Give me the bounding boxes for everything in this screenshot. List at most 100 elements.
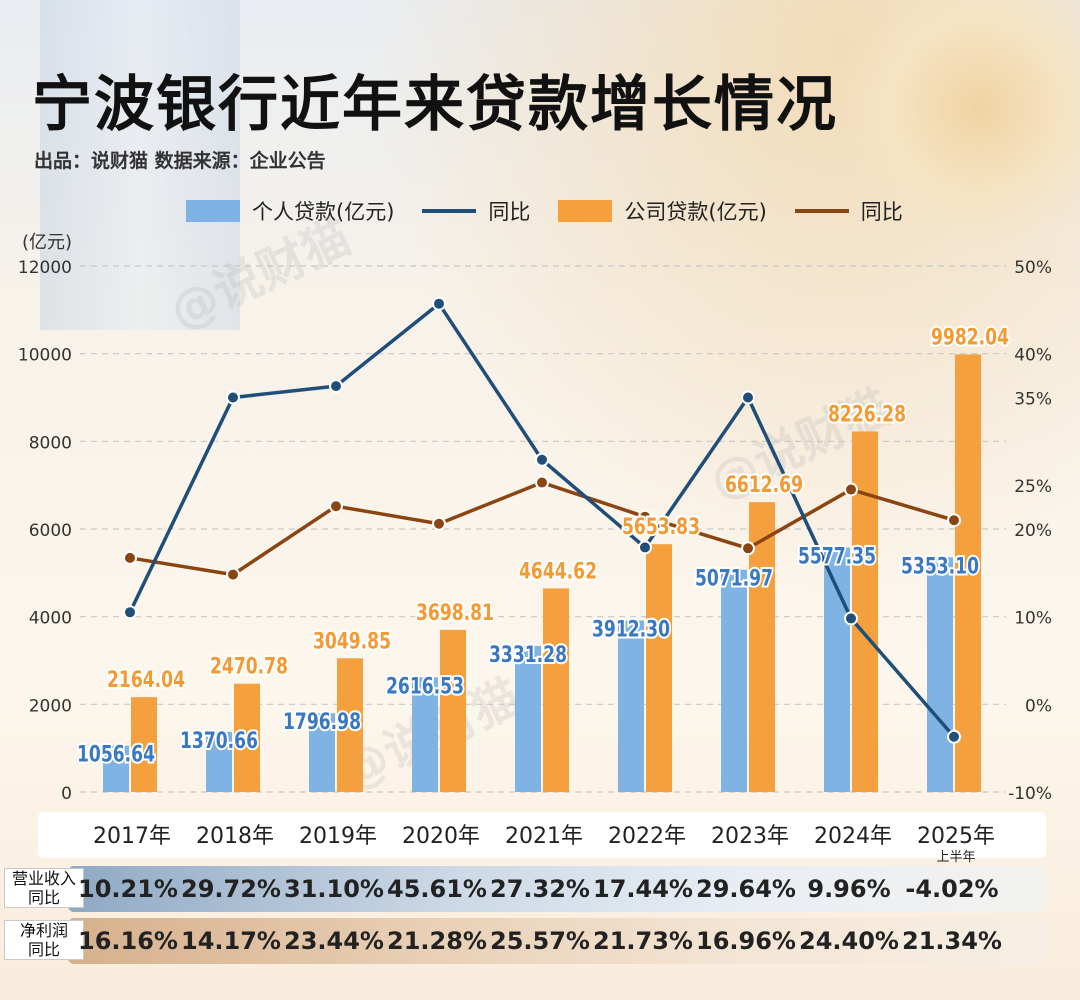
- bar-corporate: [955, 354, 981, 792]
- corporate-yoy-point: [329, 499, 343, 514]
- personal-yoy-point: [123, 605, 137, 620]
- personal-yoy-point: [844, 611, 858, 626]
- revenue-yoy-cell: 45.61%: [387, 875, 487, 903]
- revenue-yoy-band: [68, 866, 1046, 912]
- bar-corporate: [646, 544, 672, 792]
- profit-yoy-cell: 14.17%: [181, 927, 281, 955]
- bar-personal: [103, 745, 129, 792]
- bar-personal: [515, 645, 541, 792]
- data-label-corporate: 2470.78: [210, 655, 288, 680]
- revenue-yoy-cell: 10.21%: [78, 875, 178, 903]
- y-tick-label: 6000: [29, 521, 72, 541]
- bar-corporate: [131, 697, 157, 792]
- corporate-yoy-point: [535, 475, 549, 490]
- y2-tick-label: 50%: [1014, 258, 1052, 278]
- y2-tick-label: 35%: [1014, 390, 1052, 410]
- profit-yoy-cell: 21.34%: [902, 927, 1002, 955]
- x-tick-year: 2019年: [299, 824, 377, 849]
- bar-corporate: [543, 588, 569, 792]
- profit-yoy-cell: 23.44%: [284, 927, 384, 955]
- y-tick-label: 0: [61, 784, 72, 804]
- x-tick-label: 2017年: [93, 818, 171, 850]
- data-label-corporate: 9982.04: [931, 325, 1009, 350]
- data-label-corporate: 3049.85: [313, 629, 391, 654]
- data-label-personal: 3331.28: [489, 643, 567, 668]
- x-tick-label: 2018年: [196, 818, 274, 850]
- y2-tick-label: 40%: [1014, 346, 1052, 366]
- profit-yoy-cell: 21.28%: [387, 927, 487, 955]
- data-label-personal: 1796.98: [283, 710, 361, 735]
- bar-corporate: [440, 629, 466, 792]
- data-label-personal: 5577.35: [798, 545, 876, 570]
- legend-swatch-personal: [186, 200, 240, 222]
- cat-mascot-logo: [830, 0, 1080, 240]
- legend-item-corporate-yoy: 同比: [794, 196, 903, 226]
- x-tick-year: 2024年: [814, 824, 892, 849]
- revenue-yoy-label: 营业收入 同比: [4, 868, 84, 908]
- legend-swatch-corporate: [558, 200, 613, 222]
- profit-yoy-cell: 21.73%: [593, 927, 693, 955]
- x-tick-sub: 上半年: [936, 850, 976, 865]
- profit-yoy-cell: 16.16%: [78, 927, 178, 955]
- corporate-yoy-point: [123, 550, 137, 565]
- y-tick-label: 4000: [29, 609, 72, 629]
- x-axis-band: [38, 812, 1046, 858]
- personal-yoy-point: [947, 729, 961, 744]
- data-label-corporate: 4644.62: [519, 559, 597, 584]
- bar-personal: [927, 557, 953, 792]
- y2-tick-label: 10%: [1014, 609, 1052, 629]
- x-tick-label: 2024年: [814, 818, 892, 850]
- y-axis-unit: (亿元): [22, 232, 72, 253]
- revenue-yoy-cell: -4.02%: [905, 875, 999, 903]
- y-tick-label: 10000: [18, 346, 72, 366]
- data-label-personal: 5071.97: [695, 567, 773, 592]
- data-label-corporate: 2164.04: [107, 668, 185, 693]
- revenue-yoy-cell: 29.64%: [696, 875, 796, 903]
- bar-personal: [206, 731, 232, 792]
- corporate-yoy-point: [638, 509, 652, 524]
- profit-yoy-label: 净利润 同比: [4, 920, 84, 960]
- bar-corporate: [337, 658, 363, 792]
- legend-line-personal-yoy: [422, 209, 477, 213]
- x-tick-year: 2025年: [917, 824, 995, 849]
- data-label-corporate: 8226.28: [828, 402, 906, 427]
- data-label-personal: 1370.66: [180, 729, 258, 754]
- data-label-personal: 3912.30: [592, 618, 670, 643]
- y-tick-label: 2000: [29, 696, 72, 716]
- profit-yoy-cell: 16.96%: [696, 927, 796, 955]
- data-label-personal: 1056.64: [77, 743, 155, 768]
- revenue-yoy-cell: 29.72%: [181, 875, 281, 903]
- revenue-yoy-cell: 27.32%: [490, 875, 590, 903]
- corporate-yoy-point: [432, 516, 446, 531]
- x-tick-label: 2023年: [711, 818, 789, 850]
- data-label-personal: 2616.53: [386, 674, 464, 699]
- personal-yoy-point: [638, 540, 652, 555]
- legend-label-corporate: 公司贷款(亿元): [624, 200, 767, 224]
- bar-corporate: [234, 683, 260, 792]
- y2-tick-label: 25%: [1014, 477, 1052, 497]
- x-tick-label: 2021年: [505, 818, 583, 850]
- legend-item-corporate: 公司贷款(亿元): [558, 196, 767, 226]
- corporate-yoy-point: [226, 567, 240, 582]
- legend-line-corporate-yoy: [794, 209, 849, 213]
- data-label-corporate: 3698.81: [416, 601, 494, 626]
- bar-personal: [721, 569, 747, 792]
- revenue-yoy-cell: 31.10%: [284, 875, 384, 903]
- revenue-yoy-cell: 17.44%: [593, 875, 693, 903]
- personal-yoy-point: [329, 379, 343, 394]
- personal-yoy-point: [226, 390, 240, 405]
- y2-tick-label: -10%: [1008, 784, 1052, 804]
- x-tick-label: 2022年: [608, 818, 686, 850]
- y-tick-label: 12000: [18, 258, 72, 278]
- x-tick-year: 2018年: [196, 824, 274, 849]
- data-label-corporate: 5653.83: [622, 515, 700, 540]
- x-tick-year: 2017年: [93, 824, 171, 849]
- bar-personal: [412, 677, 438, 792]
- x-tick-year: 2020年: [402, 824, 480, 849]
- legend: 个人贷款(亿元) 同比 公司贷款(亿元) 同比: [186, 195, 931, 227]
- legend-label-corporate-yoy: 同比: [860, 200, 903, 224]
- building-backdrop: [40, 0, 240, 330]
- legend-label-personal: 个人贷款(亿元): [252, 200, 395, 224]
- profit-yoy-cell: 24.40%: [799, 927, 899, 955]
